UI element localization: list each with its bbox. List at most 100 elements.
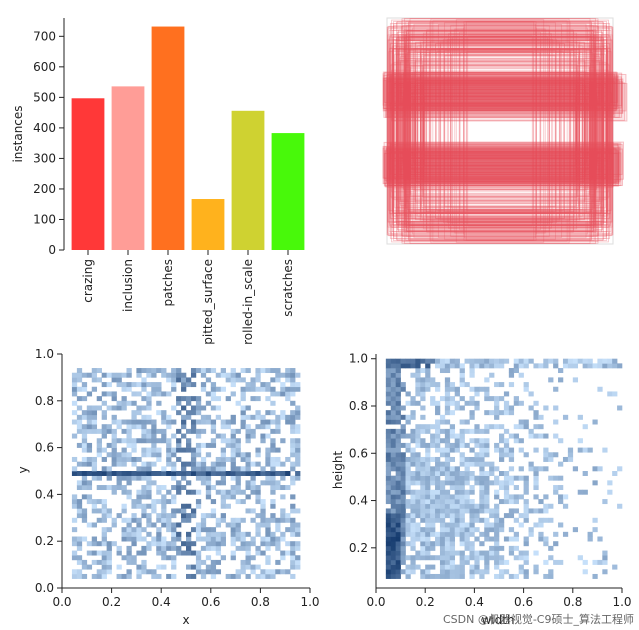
wh-cell [449, 382, 456, 388]
wh-cell [562, 531, 569, 537]
wh-cell [435, 536, 441, 542]
wh-cell [577, 414, 583, 420]
wh-cell [430, 438, 436, 444]
wh-cell [499, 527, 505, 533]
xy-cell [106, 541, 112, 547]
xy-cell [151, 522, 157, 528]
xy-cell [215, 456, 222, 462]
xy-cell [156, 456, 162, 462]
xy-cell [260, 471, 266, 476]
xy-cell [220, 419, 226, 425]
xy-cell [240, 536, 246, 542]
xy-cell [146, 400, 152, 406]
box-band [382, 71, 617, 110]
box-outline [402, 107, 598, 155]
wh-cell [454, 475, 460, 481]
wh-cell [385, 555, 392, 561]
wh-cell [449, 433, 456, 439]
xy-cell [270, 461, 276, 467]
wh-cell [410, 471, 416, 476]
wh-cell [508, 372, 515, 378]
wh-cell [439, 522, 446, 528]
wh-cell [503, 447, 510, 453]
wh-cell [435, 489, 441, 495]
wh-cell [449, 358, 456, 364]
wh-cell [435, 573, 441, 579]
xy-cell [101, 466, 107, 472]
box-outline [458, 39, 542, 223]
box-band [383, 77, 617, 111]
wh-cell [469, 410, 475, 416]
ytick-label: 0.8 [349, 399, 368, 413]
box-outline [423, 95, 577, 167]
wh-cell [395, 358, 401, 364]
wh-cell [484, 363, 490, 369]
box-outline [444, 55, 556, 207]
box-outline [397, 40, 603, 222]
xy-cell [190, 424, 197, 430]
box-outline [402, 105, 598, 157]
xy-cell [131, 456, 137, 462]
wh-cell [513, 424, 519, 430]
box-outline [396, 36, 604, 226]
xy-cell [141, 461, 147, 467]
xy-cell [176, 368, 182, 374]
xy-cell [205, 569, 212, 575]
wh-cell [395, 517, 401, 523]
xy-cell [141, 414, 147, 420]
xy-cell [290, 438, 296, 444]
xy-cell [176, 438, 182, 444]
wh-cell [439, 363, 446, 369]
xy-cell [176, 372, 182, 378]
xy-cell [270, 536, 276, 542]
box-outline [387, 92, 613, 170]
xy-cell [121, 485, 127, 491]
wh-cell [405, 442, 411, 448]
wh-cell [474, 550, 480, 556]
wh-cell [405, 573, 411, 579]
bar-xtick-label: inclusion [121, 259, 135, 312]
wh-cell [513, 438, 519, 444]
wh-cell [385, 386, 392, 392]
xy-cell [235, 466, 241, 472]
wh-cell [528, 531, 534, 537]
wh-cell [499, 452, 505, 458]
wh-cell [435, 438, 441, 444]
xy-cell [250, 475, 256, 481]
wh-cell [390, 452, 396, 458]
wh-cell [449, 536, 456, 542]
wh-cell [469, 499, 475, 505]
ytick-label: 0.2 [35, 534, 54, 548]
xy-cell [220, 555, 226, 561]
xy-cell [285, 419, 291, 425]
xy-cell [225, 522, 231, 528]
xy-cell [235, 400, 241, 406]
wh-cell [395, 527, 401, 533]
xy-cell [295, 564, 301, 570]
xy-cell [250, 564, 256, 570]
xy-cell [270, 456, 276, 462]
bar-xtick-label: rolled-in_scale [241, 259, 255, 345]
wh-cell [518, 550, 524, 556]
xy-cell [111, 405, 117, 411]
box-outline [403, 29, 597, 233]
xy-cell [195, 471, 202, 476]
wh-cell [439, 550, 446, 556]
box-outline [391, 69, 609, 193]
wh-cell [415, 480, 421, 486]
xy-cell [136, 466, 142, 472]
wh-cell [543, 447, 549, 453]
wh-cell [513, 531, 519, 537]
xy-cell [81, 564, 88, 570]
xy-cell [101, 428, 107, 434]
wh-cell [390, 527, 396, 533]
box-outline [396, 21, 604, 241]
xy-cell [230, 522, 236, 528]
wh-cell [484, 517, 490, 523]
wh-cell [454, 386, 460, 392]
xy-cell [86, 391, 93, 397]
xy-cell [295, 405, 301, 411]
xy-cell [81, 573, 88, 579]
xy-cell [161, 391, 167, 397]
wh-cell [390, 363, 396, 369]
